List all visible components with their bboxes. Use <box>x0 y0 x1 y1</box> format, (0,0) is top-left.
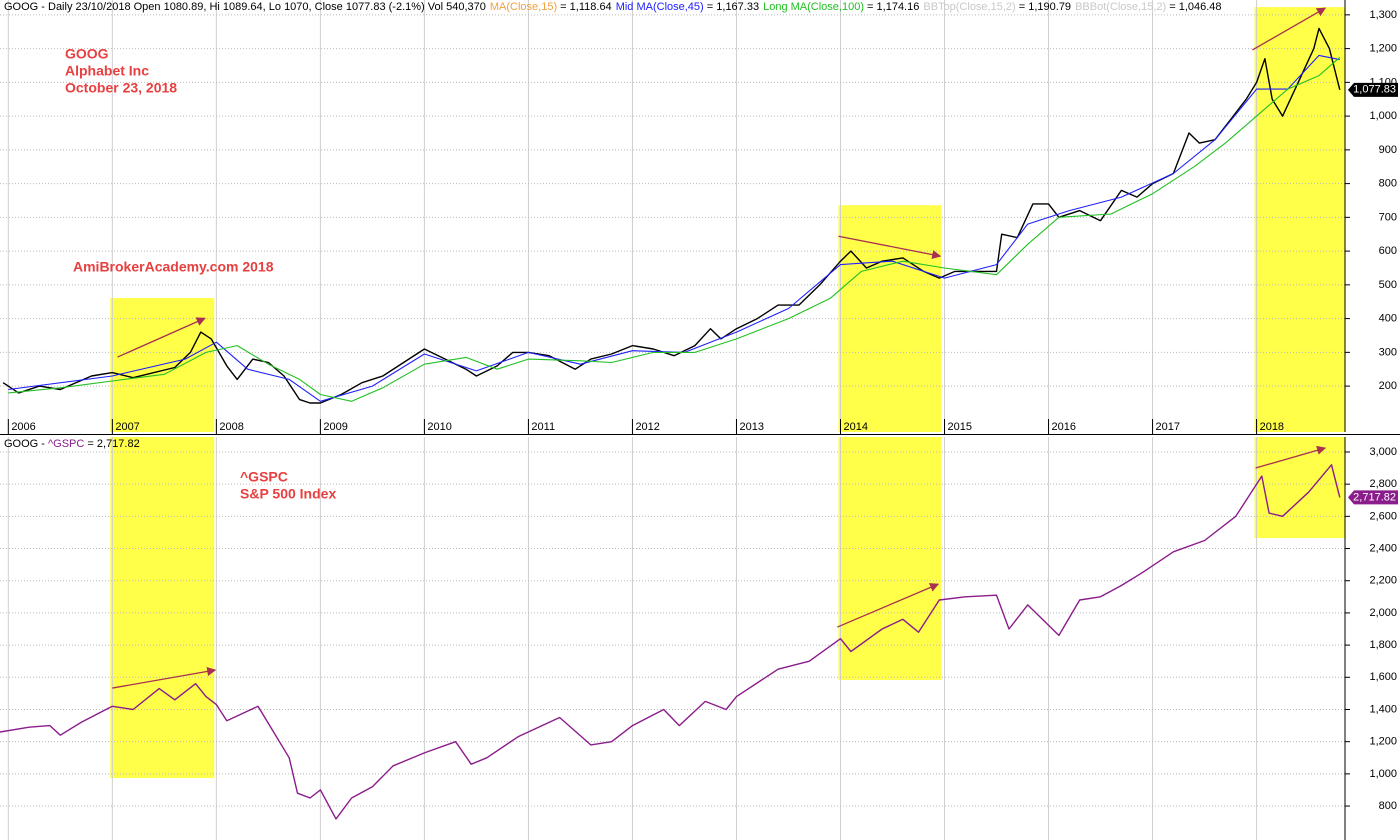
last-value-label: 2,717.82 <box>1353 491 1396 503</box>
trend-arrow <box>112 666 217 689</box>
y-tick-label: 1,800 <box>1369 639 1397 651</box>
y-tick-label: 700 <box>1379 211 1397 223</box>
y-tick-label: 3,000 <box>1369 446 1397 458</box>
header-separator: = <box>1166 1 1179 13</box>
x-tick-label: 2015 <box>948 421 972 433</box>
y-tick-label: 600 <box>1379 245 1397 257</box>
header-item-name: Long MA(Close,100) <box>763 1 864 13</box>
trend-arrow <box>838 235 942 260</box>
highlight-box <box>1254 437 1345 539</box>
price-line <box>8 54 1340 402</box>
trend-arrow <box>837 583 940 628</box>
y-tick-label: 900 <box>1379 144 1397 156</box>
header-item-name: BBTop(Close,15,2) <box>923 1 1015 13</box>
y-tick-label: 300 <box>1379 346 1397 358</box>
y-tick-label: 1,000 <box>1369 110 1397 122</box>
annotation: AmiBrokerAcademy.com 2018 <box>73 259 274 275</box>
y-tick-label: 400 <box>1379 313 1397 325</box>
annotation: S&P 500 Index <box>240 486 336 502</box>
price-line <box>2 27 1341 404</box>
header-separator: = <box>864 1 877 13</box>
annotation: GOOG <box>65 46 109 62</box>
header-separator: = <box>1016 1 1029 13</box>
x-tick-label: 2017 <box>1156 421 1180 433</box>
header-item-value: 1,167.33 <box>716 1 759 13</box>
x-tick-label: 2007 <box>115 421 139 433</box>
y-tick-label: 1,200 <box>1369 736 1397 748</box>
x-tick-label: 2008 <box>219 421 243 433</box>
trend-arrow <box>117 317 206 358</box>
header-title: GOOG - <box>4 438 48 450</box>
x-tick-label: 2018 <box>1260 421 1284 433</box>
y-tick-label: 1,300 <box>1369 9 1397 21</box>
header-item-value: 1,118.64 <box>570 1 612 13</box>
y-tick-label: 2,600 <box>1369 510 1397 522</box>
y-tick-label: 1,400 <box>1369 703 1397 715</box>
header: GOOG - ^GSPC = 2,717.82 <box>4 438 140 450</box>
x-tick-label: 2012 <box>635 421 659 433</box>
y-tick-label: 1,000 <box>1369 768 1397 780</box>
x-tick-label: 2016 <box>1052 421 1076 433</box>
header-item-value: 1,174.16 <box>877 1 920 13</box>
x-tick-label: 2011 <box>531 421 555 433</box>
y-tick-label: 800 <box>1379 800 1397 812</box>
highlight-box <box>110 437 215 779</box>
header-separator: = <box>84 438 97 450</box>
header: GOOG - Daily 23/10/2018 Open 1080.89, Hi… <box>4 1 1222 13</box>
header-item-name: MA(Close,15) <box>490 1 557 13</box>
annotation: ^GSPC <box>240 469 288 485</box>
price-line <box>8 56 1341 402</box>
annotation: October 23, 2018 <box>65 80 177 96</box>
trend-arrow <box>1255 445 1327 469</box>
y-tick-label: 500 <box>1379 279 1397 291</box>
header-item-value: 1,046.48 <box>1179 1 1222 13</box>
last-value-box <box>1348 490 1398 505</box>
header-value: 2,717.82 <box>97 438 140 450</box>
header-title: GOOG - Daily 23/10/2018 Open 1080.89, Hi… <box>4 1 486 13</box>
header-item-name: Mid MA(Close,45) <box>616 1 704 13</box>
x-tick-label: 2009 <box>323 421 347 433</box>
header-separator: = <box>557 1 570 13</box>
last-value-label: 1,077.83 <box>1353 84 1396 96</box>
y-tick-label: 1,600 <box>1369 671 1397 683</box>
highlight-box <box>1254 7 1345 433</box>
price-line <box>0 464 1341 820</box>
y-tick-label: 1,200 <box>1369 43 1397 55</box>
y-tick-label: 2,200 <box>1369 575 1397 587</box>
y-tick-label: 2,000 <box>1369 607 1397 619</box>
x-tick-label: 2013 <box>739 421 763 433</box>
x-tick-label: 2014 <box>843 421 867 433</box>
highlight-box <box>838 437 942 681</box>
header-item-value: 1,190.79 <box>1028 1 1071 13</box>
header-item-name: BBBot(Close,15,2) <box>1075 1 1166 13</box>
last-value-box <box>1348 82 1398 97</box>
header-separator: = <box>704 1 717 13</box>
y-tick-label: 800 <box>1379 178 1397 190</box>
series-name: ^GSPC <box>48 438 84 450</box>
y-tick-label: 2,400 <box>1369 542 1397 554</box>
y-tick-label: 200 <box>1379 380 1397 392</box>
x-tick-label: 2010 <box>427 421 451 433</box>
y-tick-label: 2,800 <box>1369 478 1397 490</box>
x-tick-label: 2006 <box>11 421 35 433</box>
annotation: Alphabet Inc <box>65 63 149 79</box>
trend-arrow <box>1252 7 1327 51</box>
